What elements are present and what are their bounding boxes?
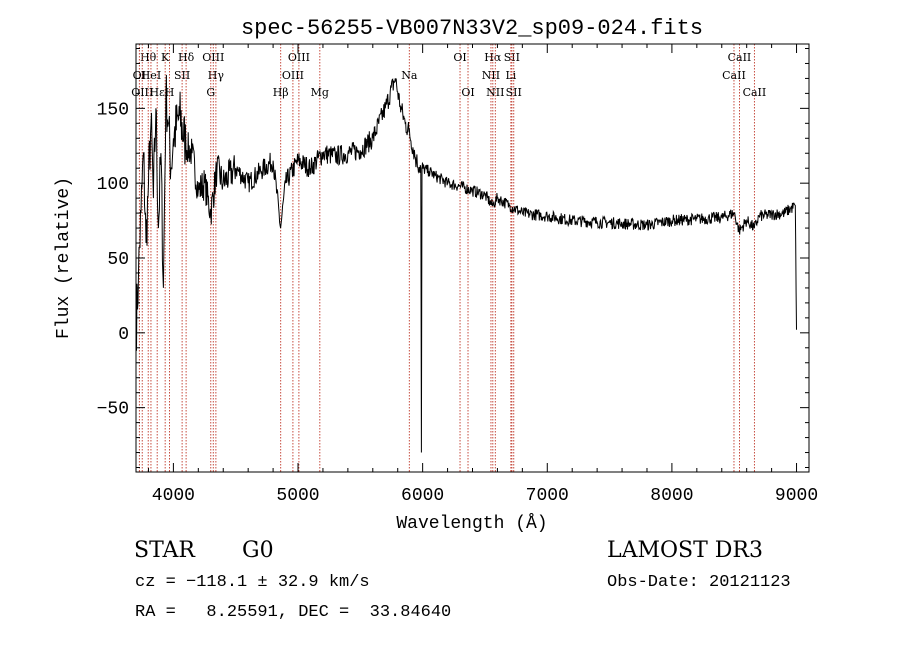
spectral-subclass: G0 [242,538,274,563]
observation-date: Obs-Date: 20121123 [607,573,791,592]
marker-label-13: OIII [288,51,310,64]
marker-label-2: OIII [131,86,153,99]
x-tick-label-9000: 9000 [775,486,818,506]
marker-label-22: Li [505,69,516,82]
marker-label-25: CaII [728,51,752,64]
marker-label-5: K [161,51,170,64]
x-axis: 4000 5000 6000 7000 8000 9000 [147,44,818,506]
y-axis-label: Flux (relative) [54,177,74,339]
object-type: STAR [134,538,195,563]
y-tick-label-150: 150 [97,100,129,120]
marker-label-18: OI [461,86,474,99]
marker-label-16: Na [401,69,418,82]
marker-label-3: HeI [141,69,161,82]
marker-label-17: OI [453,51,466,64]
marker-label-24: SII [506,86,522,99]
marker-label-1: Hθ [140,51,157,64]
marker-label-10: Hγ [208,69,225,82]
marker-label-12: Hβ [273,86,289,99]
line-markers: OI Hθ OIII HeI Hε K SII H Hδ OIII Hγ G Hβ OIII OIII Mg N… [131,44,766,472]
y-tick-label-50: 50 [107,250,129,270]
marker-label-8: Hδ [178,51,195,64]
redshift-velocity: cz = −118.1 ± 32.9 km/s [135,573,370,592]
marker-label-6: SII [174,69,190,82]
marker-label-15: Mg [311,86,329,99]
plot-frame [135,43,810,473]
x-tick-label-4000: 4000 [152,486,195,506]
x-tick-label-7000: 7000 [526,486,569,506]
marker-label-27: CaII [743,86,767,99]
y-tick-label--50: −50 [97,400,129,420]
chart-title: spec-56255-VB007N33V2_sp09-024.fits [241,16,703,41]
x-tick-label-5000: 5000 [276,486,319,506]
marker-label-4: Hε [150,86,166,99]
marker-label-9: OIII [202,51,224,64]
marker-label-19: Hα [484,51,502,64]
spectrum-trace [135,74,797,453]
x-tick-label-6000: 6000 [401,486,444,506]
marker-label-23: NII [486,86,504,99]
y-tick-label-100: 100 [97,175,129,195]
marker-label-20: SII [504,51,520,64]
y-tick-label-0: 0 [118,325,129,345]
coordinates: RA = 8.25591, DEC = 33.84640 [135,603,452,622]
marker-label-7: H [165,86,175,99]
marker-label-11: G [206,86,215,99]
marker-label-21: NII [482,69,500,82]
survey-name: LAMOST DR3 [607,538,763,563]
y-axis: −50 0 50 100 150 [97,47,809,469]
x-tick-label-8000: 8000 [650,486,693,506]
marker-label-14: OIII [282,69,304,82]
x-axis-label: Wavelength (Å) [396,513,547,534]
marker-label-26: CaII [722,69,746,82]
series-flux [135,74,797,453]
